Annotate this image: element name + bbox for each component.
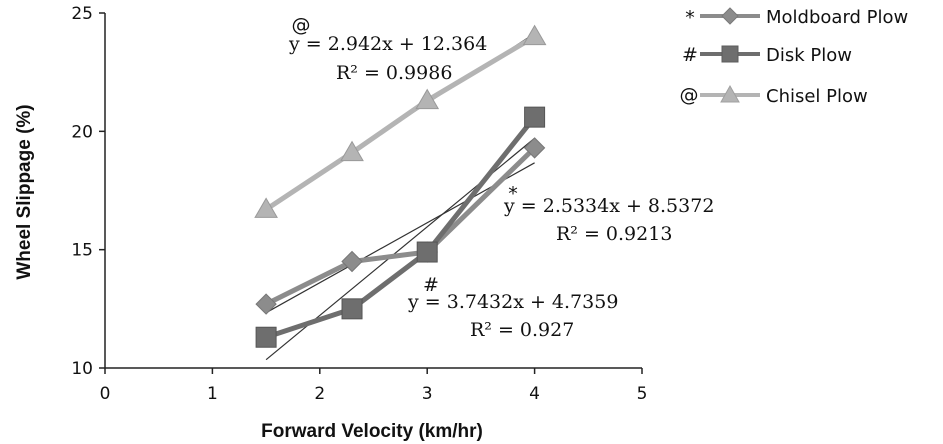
- legend-item-chisel: @ Chisel Plow: [680, 84, 868, 107]
- x-tick-label: 4: [529, 384, 540, 404]
- legend-item-moldboard: * Moldboard Plow: [685, 7, 908, 29]
- legend-disk-label: Disk Plow: [766, 45, 852, 66]
- equation-disk-r2: R² = 0.927: [470, 319, 574, 341]
- data-point-chisel-plow: [522, 24, 547, 46]
- series-line-chisel-plow: [264, 34, 536, 212]
- data-point-disk-plow: [255, 326, 277, 348]
- x-tick-label: 3: [422, 384, 433, 404]
- data-point-moldboard-plow: [523, 137, 546, 159]
- series-lines: [264, 34, 537, 340]
- y-tick-label: 20: [71, 122, 93, 142]
- legend-chisel-triangle: [720, 84, 740, 103]
- legend-chisel-label: Chisel Plow: [766, 86, 868, 107]
- y-tick-label: 25: [71, 4, 93, 24]
- legend-disk-square: [721, 45, 739, 63]
- equation-moldboard-r2: R² = 0.9213: [556, 223, 672, 245]
- data-point-moldboard-plow: [341, 250, 363, 273]
- data-point-disk-plow: [524, 106, 546, 128]
- data-point-chisel-plow: [340, 140, 364, 162]
- y-tick-label: 10: [71, 359, 93, 379]
- legend: * Moldboard Plow # Disk Plow @ Chisel Pl…: [680, 7, 909, 107]
- x-ticks: 0 1 2 3 4 5: [100, 368, 648, 404]
- y-tick-label: 15: [71, 241, 93, 261]
- data-point-disk-plow: [416, 241, 438, 263]
- series-line-moldboard-plow: [264, 146, 537, 307]
- x-tick-label: 5: [637, 384, 648, 404]
- legend-chisel-symbol: @: [680, 84, 699, 106]
- series-line-disk-plow: [265, 115, 537, 340]
- legend-disk-symbol: #: [682, 44, 698, 66]
- y-ticks: 10 15 20 25: [71, 4, 105, 379]
- equation-chisel: @ y = 2.942x + 12.364 R² = 0.9986: [288, 14, 487, 84]
- data-markers: [254, 24, 547, 348]
- trendline-moldboard-plow: [265, 162, 535, 314]
- x-tick-label: 2: [314, 384, 325, 404]
- equation-disk: # y = 3.7432x + 4.7359 R² = 0.927: [407, 274, 618, 341]
- data-point-disk-plow: [341, 298, 363, 320]
- equation-moldboard-formula: y = 2.5334x + 8.5372: [503, 195, 714, 217]
- data-point-chisel-plow: [254, 197, 278, 218]
- legend-moldboard-label: Moldboard Plow: [766, 7, 908, 28]
- data-point-moldboard-plow: [255, 293, 277, 315]
- x-tick-label: 0: [100, 384, 111, 404]
- equation-moldboard-symbol: *: [508, 183, 518, 205]
- legend-moldboard-diamond: [721, 7, 739, 25]
- x-tick-label: 1: [207, 384, 218, 404]
- y-axis-title: Wheel Slippage (%): [14, 104, 35, 279]
- equation-chisel-r2: R² = 0.9986: [336, 62, 452, 84]
- x-axis-title: Forward Velocity (km/hr): [261, 421, 483, 442]
- equation-chisel-symbol: @: [292, 14, 311, 36]
- equation-disk-symbol: #: [423, 274, 439, 296]
- equation-moldboard: * y = 2.5334x + 8.5372 R² = 0.9213: [503, 183, 714, 245]
- data-point-chisel-plow: [415, 88, 440, 110]
- equation-disk-formula: y = 3.7432x + 4.7359: [407, 291, 618, 313]
- equation-chisel-formula: y = 2.942x + 12.364: [288, 33, 487, 55]
- legend-moldboard-symbol: *: [685, 7, 695, 29]
- legend-item-disk: # Disk Plow: [682, 44, 852, 66]
